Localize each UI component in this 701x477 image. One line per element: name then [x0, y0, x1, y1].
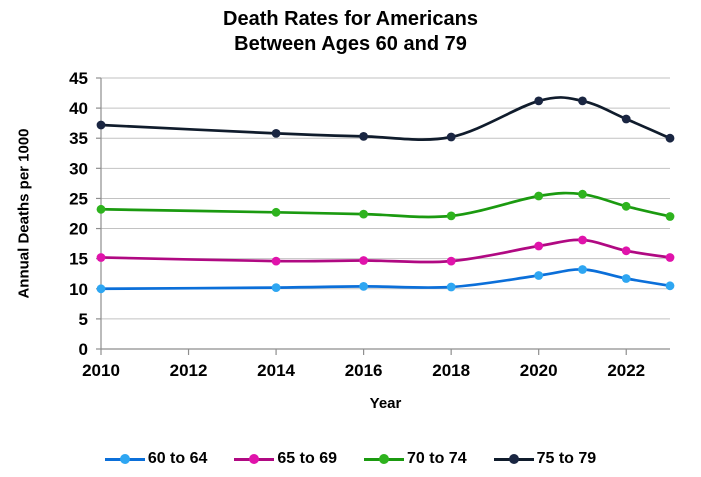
- chart-title-line1: Death Rates for Americans: [223, 8, 478, 30]
- data-point-70-to-74: [446, 211, 456, 221]
- x-tick-label: 2020: [520, 361, 558, 380]
- y-axis-title: Annual Deaths per 1000: [15, 128, 33, 299]
- legend-item-75-to-79: 75 to 79: [493, 450, 597, 468]
- data-point-60-to-64: [534, 271, 544, 280]
- x-tick-label: 2010: [82, 361, 120, 380]
- data-point-70-to-74: [271, 207, 281, 217]
- legend-marker-icon: [493, 453, 534, 465]
- y-tick-label: 30: [69, 159, 88, 178]
- data-point-65-to-69: [578, 235, 587, 245]
- data-point-65-to-69: [446, 256, 456, 266]
- data-point-70-to-74: [359, 209, 368, 219]
- x-axis-title: Year: [369, 395, 402, 412]
- data-point-75-to-79: [665, 133, 675, 143]
- data-point-60-to-64: [271, 283, 281, 292]
- y-tick-label: 40: [69, 99, 88, 118]
- legend-item-65-to-69: 65 to 69: [234, 450, 337, 468]
- data-point-75-to-79: [96, 120, 106, 130]
- data-point-60-to-64: [359, 282, 368, 291]
- y-tick-label: 20: [69, 220, 88, 239]
- legend-label: 70 to 74: [407, 450, 467, 467]
- legend-marker-icon: [234, 453, 275, 465]
- x-tick-label: 2022: [607, 361, 645, 380]
- legend-marker-icon: [104, 453, 145, 465]
- x-tick-label: 2012: [170, 361, 208, 380]
- y-tick-label: 10: [69, 280, 88, 299]
- data-point-60-to-64: [621, 274, 631, 283]
- y-tick-label: 45: [69, 69, 88, 88]
- data-point-75-to-79: [271, 129, 281, 138]
- data-point-60-to-64: [578, 265, 587, 274]
- data-point-70-to-74: [534, 191, 544, 201]
- y-tick-label: 15: [69, 250, 88, 269]
- data-point-75-to-79: [578, 96, 587, 106]
- data-point-70-to-74: [621, 201, 631, 211]
- x-tick-label: 2014: [257, 361, 295, 380]
- data-point-75-to-79: [534, 96, 544, 106]
- legend-label: 65 to 69: [277, 450, 337, 467]
- legend: 60 to 64 65 to 69 70 to 74 75 to 79: [0, 447, 701, 471]
- y-tick-label: 35: [69, 129, 88, 148]
- data-point-60-to-64: [665, 281, 675, 291]
- data-point-65-to-69: [359, 256, 368, 265]
- y-tick-label: 25: [69, 189, 88, 208]
- data-point-65-to-69: [665, 253, 675, 262]
- data-point-65-to-69: [534, 241, 544, 251]
- data-point-60-to-64: [446, 282, 456, 292]
- data-point-65-to-69: [271, 256, 281, 266]
- legend-item-70-to-74: 70 to 74: [364, 450, 467, 468]
- y-tick-label: 5: [79, 310, 88, 329]
- x-tick-label: 2018: [432, 361, 470, 380]
- data-point-75-to-79: [446, 132, 456, 142]
- data-point-75-to-79: [621, 114, 631, 124]
- data-point-70-to-74: [578, 189, 587, 199]
- x-tick-label: 2016: [345, 361, 383, 380]
- data-point-65-to-69: [96, 253, 106, 262]
- legend-label: 75 to 79: [536, 450, 597, 467]
- data-point-65-to-69: [621, 246, 631, 256]
- legend-item-60-to-64: 60 to 64: [104, 450, 208, 468]
- data-point-60-to-64: [96, 284, 106, 294]
- legend-marker-icon: [364, 453, 404, 465]
- y-tick-label: 0: [79, 340, 88, 359]
- chart-title-line2: Between Ages 60 and 79: [234, 33, 467, 55]
- data-point-70-to-74: [96, 204, 106, 214]
- data-point-70-to-74: [665, 212, 675, 221]
- chart-title: Death Rates for Americans Between Ages 6…: [0, 7, 701, 57]
- data-point-75-to-79: [359, 132, 368, 141]
- legend-label: 60 to 64: [147, 450, 208, 467]
